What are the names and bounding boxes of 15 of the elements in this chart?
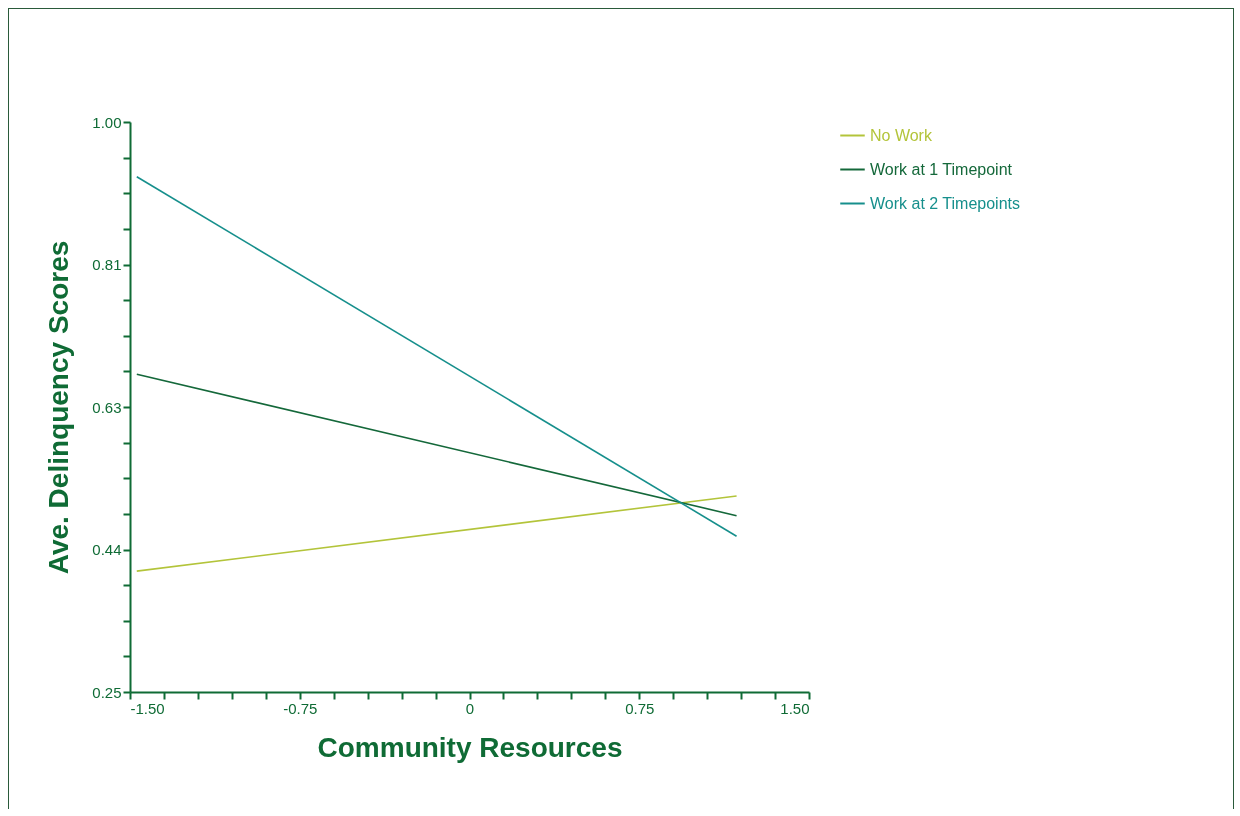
y-tick-label: 0.81 xyxy=(92,256,122,273)
x-tick-label: -1.50 xyxy=(130,699,165,717)
y-axis-title: Ave. Delinquency Scores xyxy=(43,240,75,575)
x-axis-title: Community Resources xyxy=(317,731,623,763)
y-tick-label: 0.63 xyxy=(92,398,122,416)
y-tick-label: 0.44 xyxy=(92,541,122,558)
y-tick-label: 1.00 xyxy=(92,113,122,131)
x-tick-label: 0 xyxy=(465,699,475,717)
legend-label: Work at 1 Timepoint xyxy=(870,160,1013,178)
y-tick-label: 0.25 xyxy=(92,683,122,701)
legend-label: No Work xyxy=(870,126,933,144)
legend-label: Work at 2 Timepoints xyxy=(870,194,1020,212)
x-tick-label: 1.50 xyxy=(780,699,810,717)
x-tick-label: 0.75 xyxy=(625,699,655,717)
x-tick-label: -0.75 xyxy=(283,699,318,717)
